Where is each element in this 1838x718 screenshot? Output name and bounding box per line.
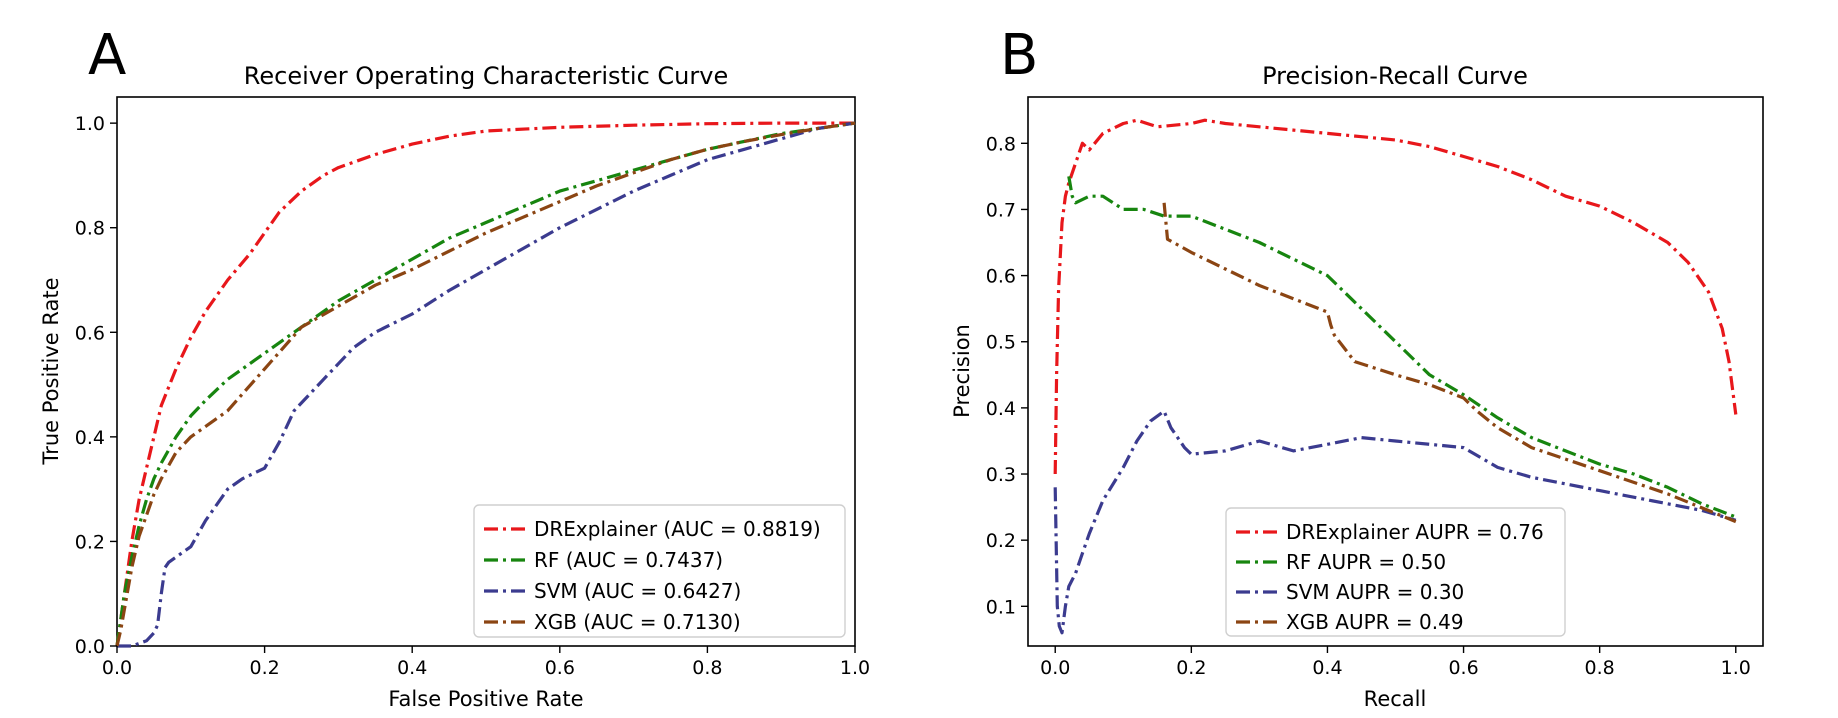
pr-legend-label-xgb-aupr-0-49: XGB AUPR = 0.49 bbox=[1286, 610, 1464, 634]
roc-legend-box bbox=[473, 504, 846, 638]
pr-y-tick-label: 0.1 bbox=[986, 596, 1016, 618]
roc-y-tick-label: 0.8 bbox=[75, 218, 105, 240]
roc-x-tick-label: 0.8 bbox=[692, 657, 722, 679]
roc-series-group bbox=[115, 121, 856, 648]
pr-legend-label-svm-aupr-0-30: SVM AUPR = 0.30 bbox=[1286, 580, 1464, 604]
roc-x-tick-label: 0.0 bbox=[102, 657, 132, 679]
roc-legend-items: DRExplainer (AUC = 0.8819) RF (AUC = 0.74… bbox=[484, 517, 821, 634]
pr-series-rf-aupr-0-50-line bbox=[1067, 176, 1737, 519]
pr-x-tick-label: 0.8 bbox=[1585, 657, 1615, 679]
roc-legend-label-rf: RF (AUC = 0.7437) bbox=[534, 548, 723, 572]
roc-legend: DRExplainer (AUC = 0.8819) RF (AUC = 0.74… bbox=[473, 504, 846, 638]
pr-plot-frame bbox=[1027, 96, 1764, 647]
roc-x-axis: 0.0 0.2 0.4 0.6 0.8 1.0 bbox=[102, 646, 870, 679]
roc-series-xgb-line bbox=[115, 121, 856, 647]
pr-y-tick-label: 0.7 bbox=[986, 199, 1016, 221]
panel-a-letter: A bbox=[88, 23, 126, 88]
pr-series-xgb-aupr-0-49-line bbox=[1162, 202, 1737, 524]
roc-legend-label-svm: SVM (AUC = 0.6427) bbox=[534, 579, 741, 603]
roc-y-tick-label: 0.2 bbox=[75, 531, 105, 553]
roc-x-tick-label: 1.0 bbox=[840, 657, 870, 679]
roc-plot-frame bbox=[116, 96, 856, 647]
pr-x-tick-label: 0.6 bbox=[1448, 657, 1478, 679]
pr-chart-title: Precision-Recall Curve bbox=[1262, 62, 1528, 90]
roc-y-tick-label: 0.0 bbox=[75, 636, 105, 658]
pr-x-tick-label: 1.0 bbox=[1721, 657, 1751, 679]
panel-b: B Precision-Recall Curve 0.0 0.2 0.4 0.6 0.8… bbox=[950, 23, 1764, 711]
roc-series-drexplainer-line bbox=[115, 121, 855, 647]
pr-y-axis-label: Precision bbox=[950, 324, 974, 418]
pr-legend-items: DRExplainer AUPR = 0.76 RF AUPR = 0.50 SVM… bbox=[1236, 520, 1544, 634]
pr-series-drexplainer-aupr-0-76-line bbox=[1053, 118, 1738, 475]
pr-y-axis: 0.1 0.2 0.3 0.4 0.5 0.6 0.7 0.8 bbox=[986, 133, 1028, 618]
roc-y-tick-label: 0.4 bbox=[75, 427, 105, 449]
roc-y-axis-label: True Positive Rate bbox=[39, 277, 63, 465]
pr-x-tick-label: 0.2 bbox=[1176, 657, 1206, 679]
pr-y-tick-label: 0.2 bbox=[986, 530, 1016, 552]
roc-x-tick-label: 0.6 bbox=[545, 657, 575, 679]
roc-legend-label-drexplainer: DRExplainer (AUC = 0.8819) bbox=[534, 517, 821, 541]
panel-a: A Receiver Operating Characteristic Curv… bbox=[39, 23, 870, 711]
roc-chart-title: Receiver Operating Characteristic Curve bbox=[244, 62, 728, 90]
pr-x-tick-label: 0.0 bbox=[1040, 657, 1070, 679]
roc-y-tick-label: 0.6 bbox=[75, 322, 105, 344]
roc-series-rf-line bbox=[115, 121, 856, 647]
roc-x-tick-label: 0.2 bbox=[249, 657, 279, 679]
pr-legend-box bbox=[1225, 507, 1566, 637]
pr-y-tick-label: 0.4 bbox=[986, 398, 1016, 420]
roc-x-axis-label: False Positive Rate bbox=[388, 687, 583, 711]
pr-series-svm-aupr-0-30-line bbox=[1053, 409, 1737, 635]
panel-b-letter: B bbox=[1000, 23, 1038, 88]
pr-y-tick-label: 0.6 bbox=[986, 266, 1016, 288]
pr-x-tick-label: 0.4 bbox=[1312, 657, 1342, 679]
pr-x-axis: 0.0 0.2 0.4 0.6 0.8 1.0 bbox=[1040, 646, 1751, 679]
pr-y-tick-label: 0.8 bbox=[986, 133, 1016, 155]
roc-series-svm-line bbox=[117, 121, 856, 648]
roc-y-axis: 0.0 0.2 0.4 0.6 0.8 1.0 bbox=[75, 113, 117, 658]
pr-y-tick-label: 0.5 bbox=[986, 332, 1016, 354]
pr-x-axis-label: Recall bbox=[1364, 687, 1427, 711]
pr-legend-label-drexplainer-aupr-0-76: DRExplainer AUPR = 0.76 bbox=[1286, 520, 1544, 544]
pr-series-group bbox=[1053, 118, 1738, 635]
roc-x-tick-label: 0.4 bbox=[397, 657, 427, 679]
pr-legend: DRExplainer AUPR = 0.76 RF AUPR = 0.50 SVM… bbox=[1225, 507, 1566, 637]
roc-legend-label-xgb: XGB (AUC = 0.7130) bbox=[534, 610, 741, 634]
pr-y-tick-label: 0.3 bbox=[986, 464, 1016, 486]
roc-y-tick-label: 1.0 bbox=[75, 113, 105, 135]
pr-legend-label-rf-aupr-0-50: RF AUPR = 0.50 bbox=[1286, 550, 1446, 574]
